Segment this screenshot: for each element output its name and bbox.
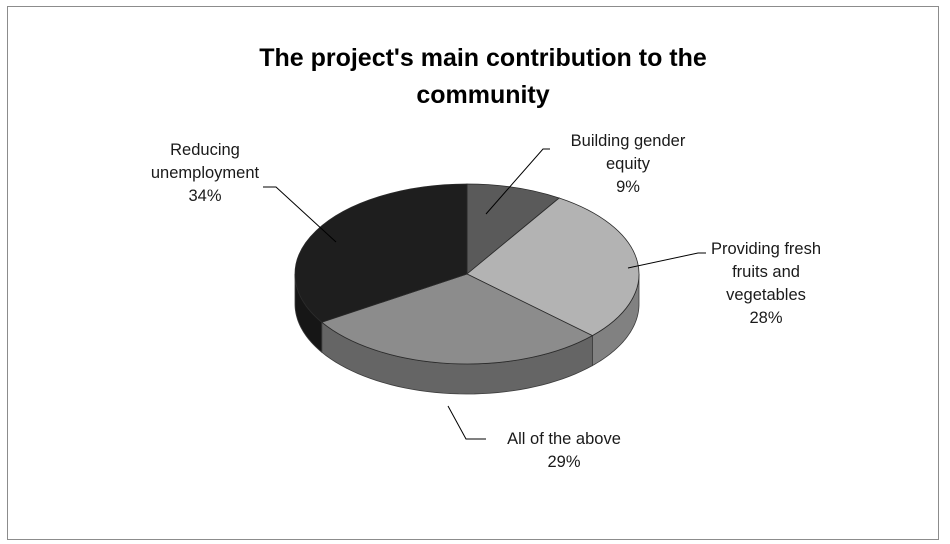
pie-chart: Building gender equity 9% Providing fresh fr… <box>151 44 821 471</box>
slice-percent-label: 29% <box>547 453 580 471</box>
slice-percent-label: 28% <box>749 309 782 327</box>
pie-slice-all-of-the-above <box>320 273 594 365</box>
slice-category-label: Providing fresh <box>711 240 821 258</box>
pie-slice-building-gender-equity <box>466 183 560 275</box>
pie-slice-providing-fresh-fruits-and-vegetables <box>466 197 640 337</box>
label-leader-lines <box>263 148 706 440</box>
slice-category-label: unemployment <box>151 164 260 182</box>
leader-line-building-gender-equity <box>485 148 550 215</box>
leader-line-reducing-unemployment <box>263 186 337 243</box>
pie-tops <box>294 183 640 365</box>
slice-category-label: vegetables <box>726 286 806 304</box>
slice-category-label: Building gender <box>571 132 686 150</box>
slice-category-label: equity <box>606 155 651 173</box>
pie-slice-reducing-unemployment <box>294 183 468 323</box>
slice-percent-label: 9% <box>616 178 640 196</box>
slice-labels: Building gender equity 9% Providing fresh fr… <box>151 132 821 471</box>
chart-title-line: community <box>416 81 549 109</box>
slice-category-label: Reducing <box>170 141 240 159</box>
chart-title-line: The project's main contribution to the <box>259 44 707 72</box>
leader-line-all-of-the-above <box>447 405 486 440</box>
leader-line-providing-fresh-fruits-and-vegetables <box>627 252 706 269</box>
slice-category-label: fruits and <box>732 263 800 281</box>
chart-title: The project's main contribution to the co… <box>259 44 707 109</box>
slice-percent-label: 34% <box>188 187 221 205</box>
chart-frame: Building gender equity 9% Providing fresh fr… <box>7 6 939 540</box>
slice-category-label: All of the above <box>507 430 621 448</box>
